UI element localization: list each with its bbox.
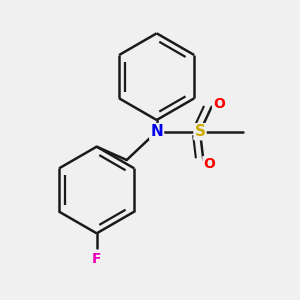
Text: O: O: [213, 97, 225, 111]
Text: N: N: [150, 124, 163, 139]
Text: S: S: [194, 124, 206, 139]
Text: O: O: [203, 157, 215, 171]
Text: F: F: [92, 252, 101, 266]
